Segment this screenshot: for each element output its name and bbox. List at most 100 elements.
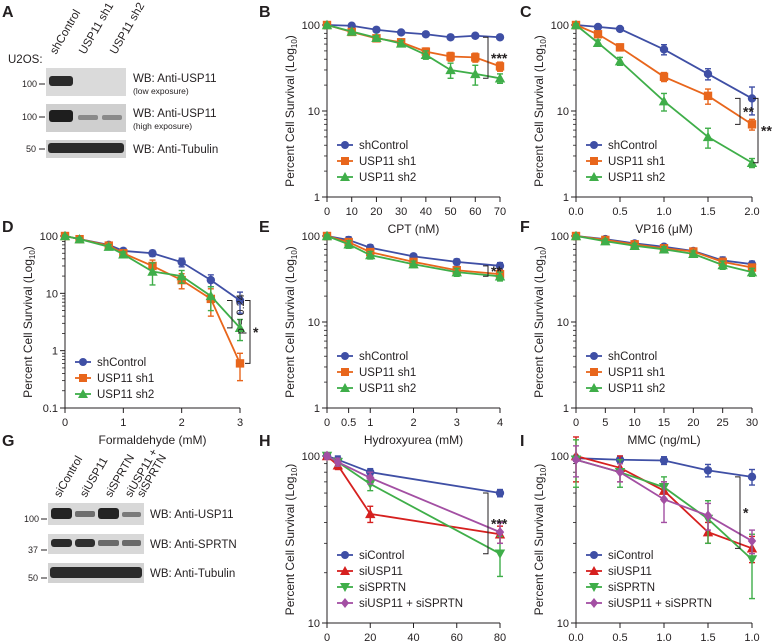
y-tick-label: 10: [308, 106, 320, 118]
bracket-line: [483, 492, 489, 555]
x-tick-label: 80: [494, 632, 506, 642]
data-point: [615, 466, 625, 478]
series-usp11-sh2: [321, 19, 506, 86]
blot-row-label: WB: Anti-SPRTN: [150, 539, 237, 551]
x-tick-label: 1.0: [656, 632, 671, 642]
series-usp11-sh1: [571, 20, 757, 131]
x-tick-label: 30: [395, 206, 407, 218]
data-point: [659, 72, 669, 81]
significance-bracket: **: [483, 263, 502, 279]
x-tick-label: 25: [717, 417, 729, 429]
chart-panel-h: 10100020406080CPT (nM)Percent Cell Survi…: [283, 450, 508, 642]
y-axis-label: Percent Cell Survival (Log10): [532, 464, 548, 616]
x-tick-label: 1.5: [700, 632, 715, 642]
data-point: [445, 64, 456, 75]
x-tick-label: 70: [494, 206, 506, 218]
legend-label: shControl: [359, 351, 408, 363]
significance-bracket: p = 0.24: [227, 294, 247, 334]
ladder-marker: 37: [28, 545, 38, 555]
data-point: [615, 24, 625, 34]
data-point: [333, 456, 343, 468]
blot-band: [51, 539, 72, 547]
data-point: [659, 494, 669, 505]
western-blot-a: U2OS: shControl USP11 sh1 USP11 sh2 100 …: [8, 1, 218, 158]
y-axis-label: Percent Cell Survival (Log10): [283, 35, 299, 187]
series-line: [326, 24, 501, 80]
legend-label: siSPRTN: [359, 582, 406, 594]
bracket-line: [735, 97, 741, 125]
y-tick-label: 10: [308, 317, 320, 329]
y-axis-label: Percent Cell Survival (Log10): [283, 246, 299, 398]
x-tick-label: 20: [370, 206, 382, 218]
blot-row-label: WB: Anti-Tubulin: [133, 144, 218, 156]
data-point: [408, 258, 419, 269]
blot-row-label: WB: Anti-USP11: [133, 108, 217, 120]
y-tick-label: 1: [563, 403, 569, 415]
x-tick-label: 2: [410, 417, 416, 429]
legend-marker: [341, 598, 349, 608]
legend-marker: [79, 358, 87, 366]
chart-panel-c: 1 10 100 0.0 0.5 1.0 1.5 2.0 VP16 (μM) Percent Ce…: [532, 19, 772, 236]
legend-marker: [589, 583, 599, 592]
data-point: [446, 33, 455, 42]
data-point: [702, 131, 714, 142]
data-point: [703, 69, 713, 79]
series-line: [64, 235, 241, 329]
x-tick-label: 40: [407, 632, 419, 642]
data-point: [235, 359, 245, 368]
data-point: [688, 248, 699, 259]
legend-marker: [590, 551, 598, 559]
significance-stars: **: [761, 123, 772, 139]
panel-label-i: I: [520, 433, 524, 450]
y-tick-label: 100: [40, 231, 58, 243]
x-tick-label: 60: [451, 632, 463, 642]
significance-stars: ***: [491, 50, 508, 66]
significance-stars: *: [743, 505, 749, 521]
data-point: [495, 62, 505, 71]
x-tick-label: 20: [364, 632, 376, 642]
legend-label: USP11 sh2: [97, 389, 154, 401]
legend-label: USP11 sh2: [608, 383, 665, 395]
data-point: [446, 52, 455, 61]
panel-label-a: A: [2, 4, 14, 21]
x-axis-label: MMC (ng/mL): [627, 433, 700, 447]
x-tick-label: 1: [120, 417, 126, 429]
legend-label: siUSP11 + siSPRTN: [359, 598, 463, 610]
ladder-marker: 100: [22, 79, 37, 89]
data-point: [570, 230, 582, 241]
y-tick-label: 1: [563, 192, 569, 204]
chart-panel-b: 1 10 100 0 10 20 30 40 50 60 70 CPT (nM) Percent Cel…: [283, 19, 508, 236]
data-point: [235, 296, 245, 305]
panel-label-g: G: [2, 433, 14, 450]
x-tick-label: 0.5: [341, 417, 356, 429]
data-point: [343, 239, 354, 249]
ladder-marker: 50: [28, 573, 38, 583]
data-point: [746, 266, 758, 277]
data-point: [395, 38, 407, 48]
blot-band: [78, 115, 98, 120]
data-point: [629, 240, 640, 250]
data-point: [615, 43, 625, 52]
data-point: [321, 230, 333, 241]
legend-marker: [340, 172, 350, 181]
x-axis-label: CPT (nM): [388, 222, 440, 236]
blot-row-label: WB: Anti-USP11: [150, 509, 234, 521]
legend-label: siSPRTN: [608, 582, 655, 594]
legend-label: shControl: [608, 140, 657, 152]
x-tick-label: 50: [444, 206, 456, 218]
x-axis-label: Hydroxyurea (mM): [364, 433, 463, 447]
significance-stars: **: [743, 103, 754, 119]
significance-stars: ***: [491, 515, 508, 531]
x-tick-label: 2.0: [744, 206, 759, 218]
x-tick-label: 60: [469, 206, 481, 218]
data-point: [396, 28, 406, 37]
legend-label: USP11 sh2: [359, 383, 416, 395]
data-point: [471, 53, 480, 62]
data-point: [451, 266, 462, 277]
series-siusp11-sisprtn: [322, 450, 505, 545]
legend-label: shControl: [97, 357, 146, 369]
x-tick-label: 4: [497, 417, 503, 429]
x-tick-label: 0.0: [568, 632, 583, 642]
data-point: [746, 157, 758, 167]
data-point: [234, 322, 246, 333]
